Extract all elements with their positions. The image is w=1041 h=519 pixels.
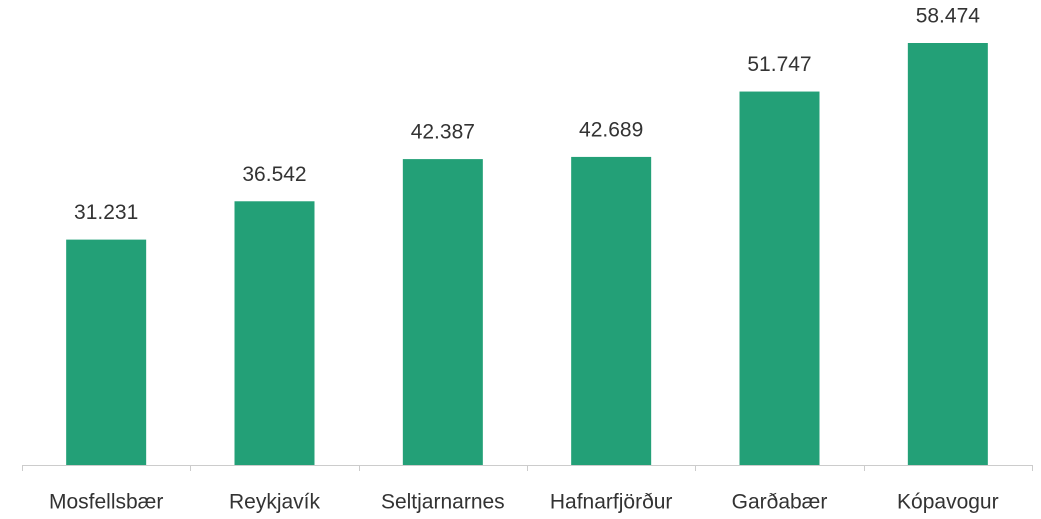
value-label: 51.747 (747, 53, 811, 76)
x-tick-label: Seltjarnarnes (381, 491, 505, 514)
bar (234, 201, 315, 465)
value-label: 42.387 (411, 121, 475, 144)
bar (739, 91, 820, 465)
value-label: 31.231 (74, 201, 138, 224)
x-tick-label: Mosfellsbær (49, 491, 163, 514)
value-label: 58.474 (916, 5, 981, 28)
value-label: 36.542 (242, 163, 306, 186)
bar (402, 159, 483, 465)
bar (571, 156, 652, 465)
x-tick-label: Hafnarfjörður (550, 491, 673, 514)
bar (907, 43, 988, 465)
x-tick-label: Reykjavík (229, 491, 321, 514)
value-label: 42.689 (579, 118, 643, 141)
x-tick-label: Kópavogur (897, 491, 999, 514)
bar (66, 239, 147, 465)
x-tick-label: Garðabær (732, 491, 828, 514)
